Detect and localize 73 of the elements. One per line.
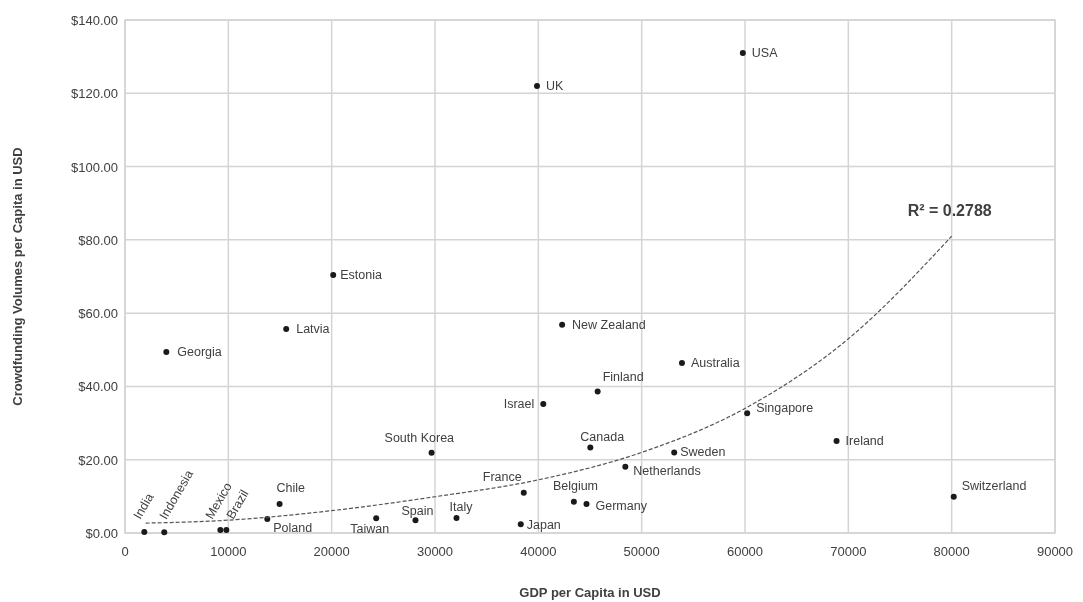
x-tick-label: 0 [121, 544, 129, 559]
annotation: Estonia [340, 268, 382, 283]
annotation: Taiwan [350, 522, 390, 537]
annotation: France [482, 469, 522, 484]
y-tick-label: $100.00 [71, 159, 118, 175]
annotation: Switzerland [961, 478, 1027, 493]
y-tick-label: $140.00 [71, 13, 118, 28]
point [678, 359, 685, 366]
x-tick-label: 90000 [1036, 544, 1074, 559]
point [276, 501, 283, 508]
y-axis-title: Crowdfunding Volumes per Capita in USD [10, 147, 25, 406]
annotation: Belgium [552, 478, 599, 493]
annotation: Finland [602, 369, 644, 384]
annotation: USA [751, 45, 779, 60]
annotation: R² = 0.2788 [907, 202, 992, 220]
annotation: Australia [690, 355, 740, 370]
annotation: Canada [580, 429, 625, 444]
point [583, 501, 590, 508]
point [163, 348, 170, 355]
annotation: Israel [503, 397, 535, 412]
y-tick-label: $40.00 [78, 379, 118, 395]
annotation: Netherlands [633, 463, 701, 478]
annotation: South Korea [384, 430, 455, 445]
point [622, 463, 629, 470]
y-tick-label: $120.00 [71, 86, 118, 102]
point [950, 493, 957, 500]
point [373, 515, 380, 522]
point [671, 449, 678, 456]
point [833, 438, 840, 445]
point [330, 272, 337, 279]
annotation: Japan [526, 518, 561, 533]
y-tick-label: $0.00 [85, 526, 118, 541]
point [223, 527, 230, 534]
point [744, 410, 751, 417]
point [587, 444, 594, 451]
annotation: Poland [273, 521, 313, 536]
point [559, 321, 566, 328]
y-tick-label: $80.00 [78, 232, 118, 248]
point [161, 529, 168, 536]
annotation: Singapore [756, 401, 814, 416]
point [217, 527, 224, 534]
x-tick-label: 10000 [210, 544, 247, 559]
annotation: New Zealand [572, 317, 646, 332]
annotation: Georgia [177, 344, 222, 359]
point [533, 82, 540, 89]
point [540, 401, 547, 408]
x-tick-label: 40000 [520, 544, 557, 559]
annotation: Spain [401, 504, 434, 519]
annotation: Sweden [680, 445, 726, 460]
point [570, 498, 577, 505]
x-tick-label: 70000 [830, 544, 867, 559]
x-tick-label: 60000 [726, 544, 764, 559]
point [517, 521, 524, 528]
point [739, 49, 746, 56]
point [428, 449, 435, 456]
annotation: Germany [595, 499, 648, 514]
point [283, 325, 290, 332]
y-tick-label: $20.00 [78, 452, 118, 468]
x-axis-title: GDP per Capita in USD [519, 585, 661, 600]
x-tick-label: 50000 [623, 544, 660, 559]
x-tick-label: 20000 [313, 544, 350, 559]
annotation: Ireland [845, 434, 884, 449]
point [141, 528, 148, 535]
point [594, 388, 601, 395]
x-tick-label: 80000 [933, 544, 970, 559]
y-tick-label: $60.00 [78, 306, 118, 322]
annotation: UK [545, 78, 565, 93]
annotation: Latvia [296, 321, 330, 336]
point [520, 489, 527, 496]
x-tick-label: 30000 [416, 544, 454, 559]
point [453, 514, 460, 521]
annotation: Italy [449, 499, 474, 514]
annotation: Chile [276, 481, 306, 496]
